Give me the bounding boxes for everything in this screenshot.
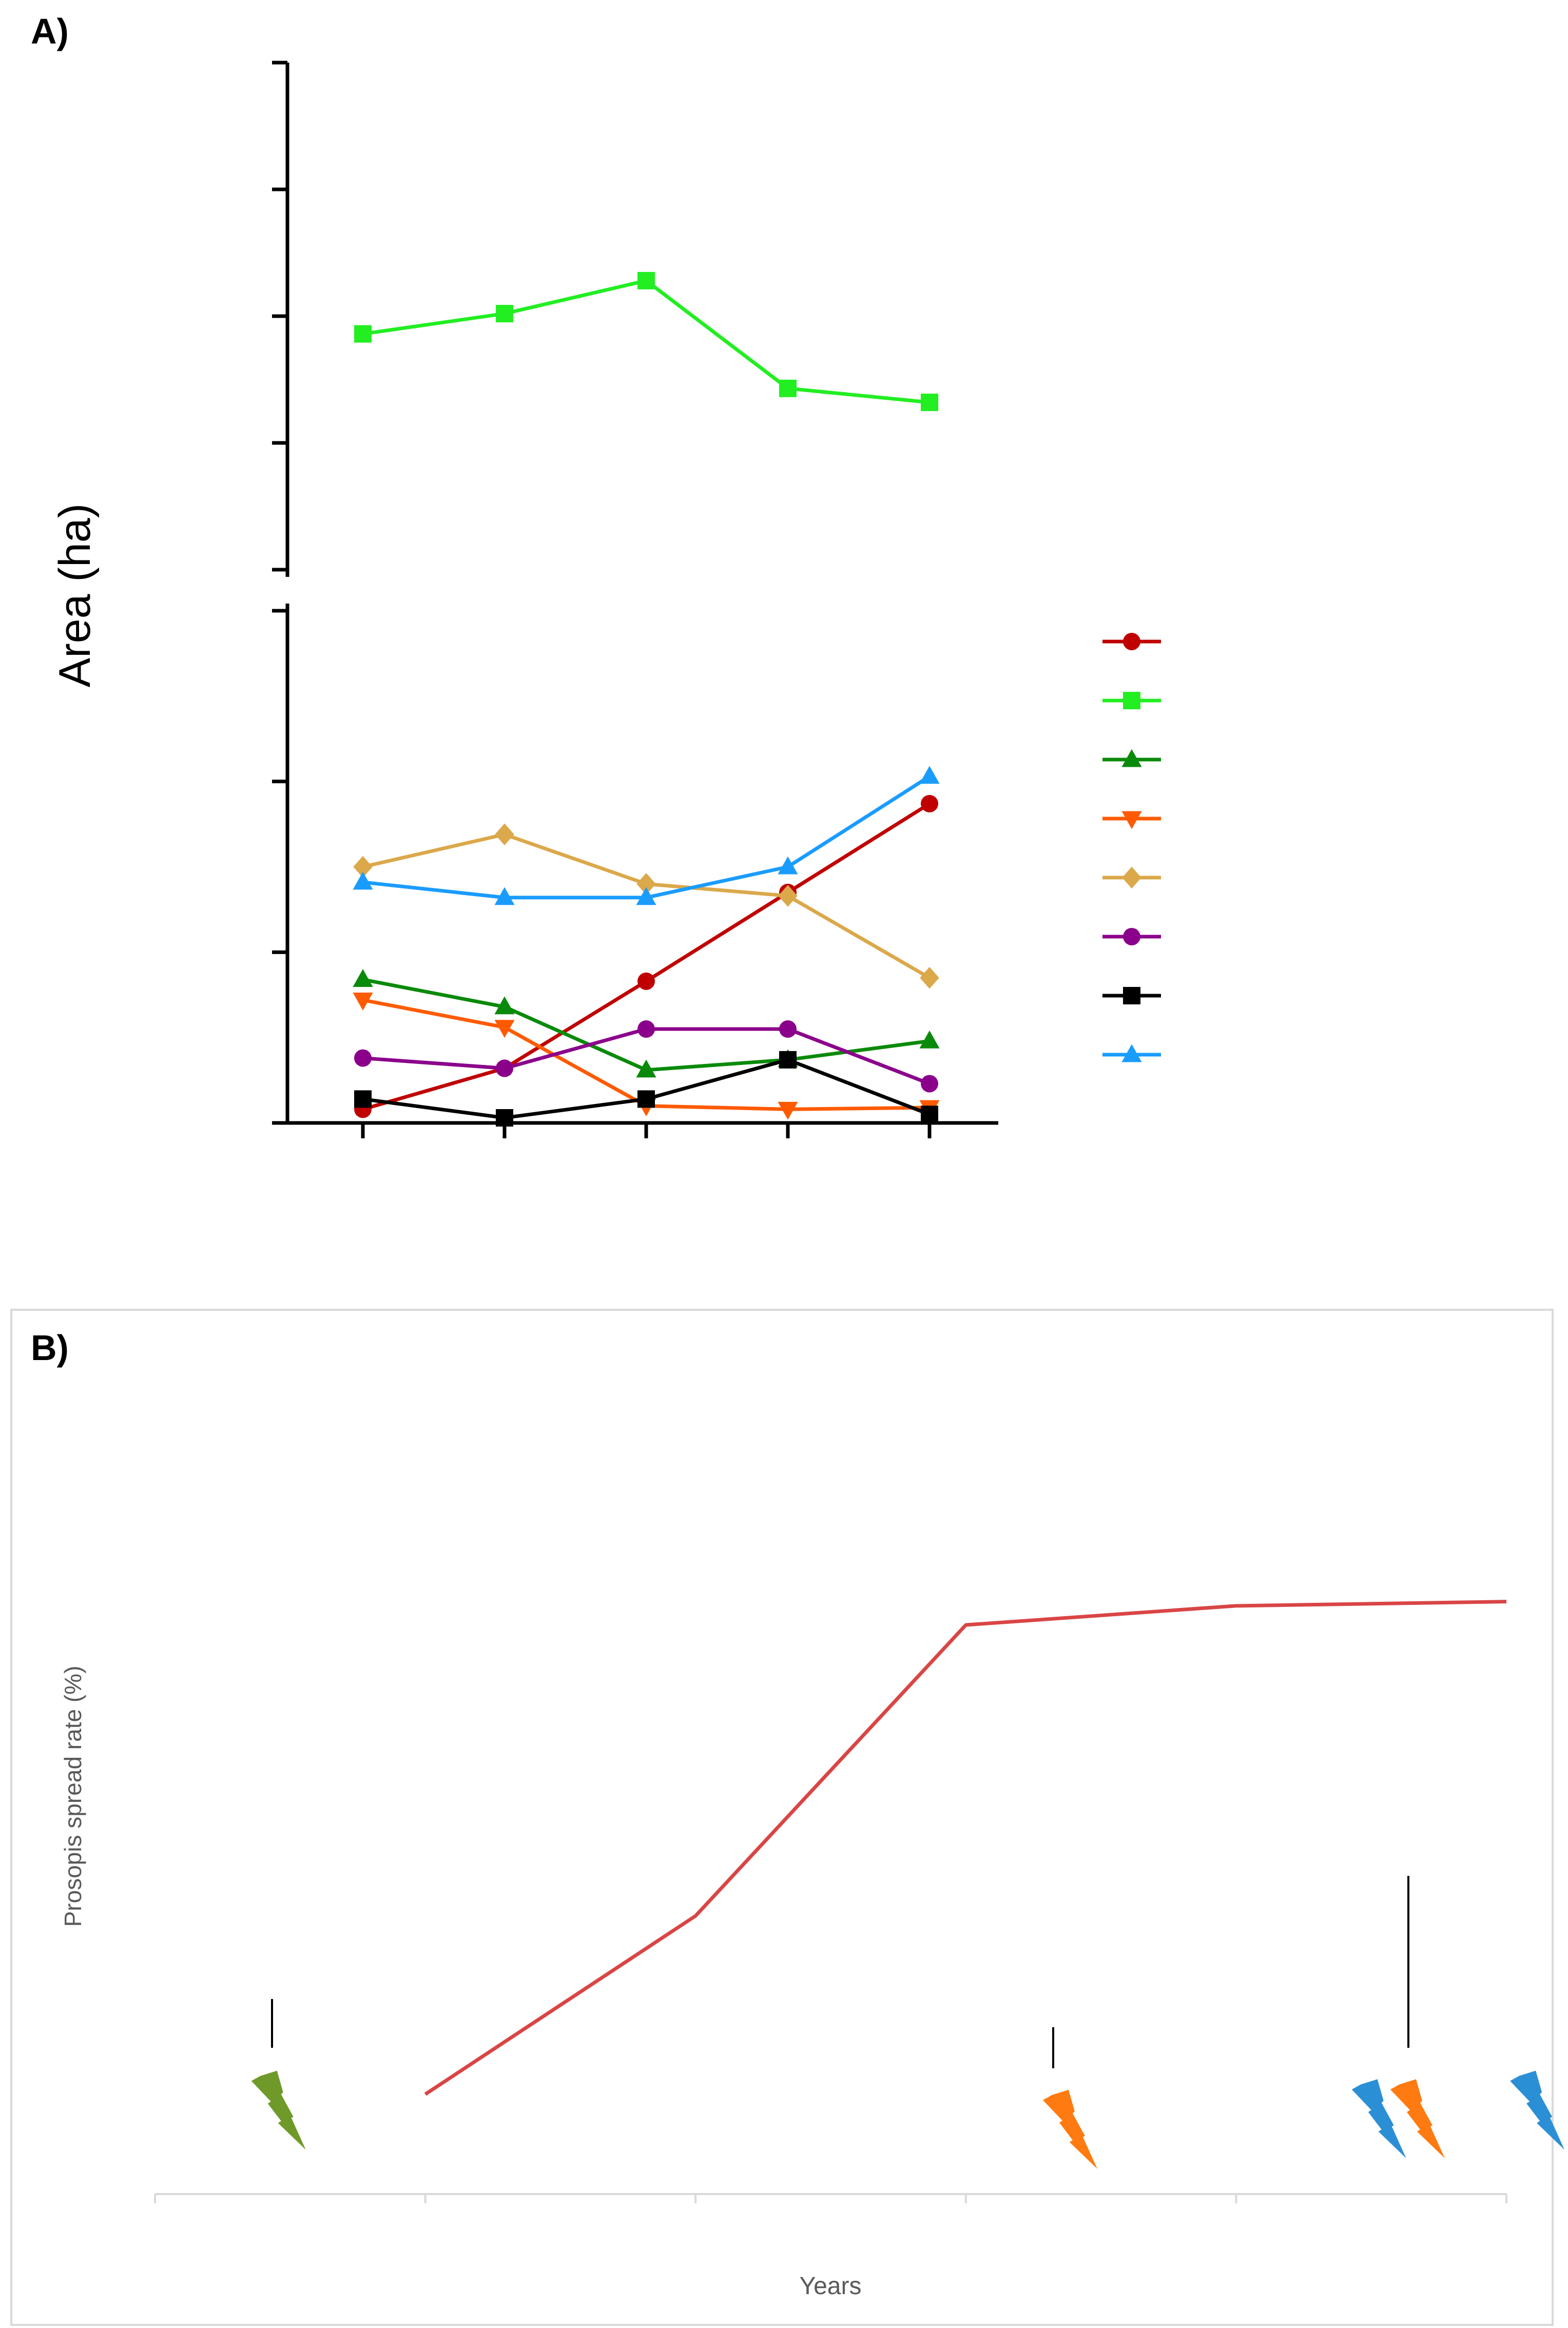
data-point-irrigated-cropland xyxy=(779,1051,797,1069)
data-point-bareland xyxy=(778,885,798,907)
series-bareland xyxy=(353,823,939,989)
legend-entry-grassland xyxy=(1102,811,1161,829)
data-point-mixed-vegetation xyxy=(496,305,513,323)
data-point-grassland xyxy=(353,993,373,1011)
panel-b-annotations xyxy=(251,1876,1565,2169)
legend-marker xyxy=(1121,811,1142,829)
data-point-mixed-vegetation xyxy=(779,379,797,397)
panel-a-y-axis-label: Area (ha) xyxy=(50,503,100,688)
series-rainfed-cropland xyxy=(354,1020,938,1093)
legend-marker xyxy=(1122,866,1141,889)
lightning-bolt-icon xyxy=(1042,2089,1097,2169)
data-point-vachellia-tortilis xyxy=(494,996,515,1015)
annotation-flood-2018 xyxy=(1510,2070,1565,2150)
lightning-bolt-icon xyxy=(1351,2079,1406,2159)
data-point-rainfed-cropland xyxy=(354,1049,372,1067)
annotation-flood-2013 xyxy=(1351,2079,1406,2159)
legend-marker xyxy=(1123,633,1140,650)
panel-a-series xyxy=(353,271,940,1127)
legend-marker xyxy=(1123,987,1140,1004)
legend-entry-rainfed-cropland xyxy=(1102,928,1161,945)
annotation-prosopis-introduction xyxy=(251,1999,306,2150)
panel-a-axes xyxy=(272,61,998,1138)
legend-entry-bareland xyxy=(1102,866,1161,889)
panel-b-x-axis-label: Years xyxy=(800,2273,862,2300)
legend-marker xyxy=(1121,749,1142,767)
data-point-grassland xyxy=(494,1020,515,1038)
series-mixed-vegetation xyxy=(354,271,938,411)
panel-a-legend xyxy=(1102,633,1161,1062)
panel-a-label: A) xyxy=(31,11,69,51)
panel-b-line-chart: B) Prosopis spread rate (%) Years xyxy=(10,1309,1565,2326)
legend-entry-prosopis xyxy=(1102,633,1161,650)
data-point-grassland xyxy=(778,1101,798,1120)
annotation-major-p-clearing-during-power-plant-testing xyxy=(1390,1876,1445,2159)
panel-b-frame xyxy=(10,1309,1554,2326)
panel-b-label: B) xyxy=(31,1328,69,1368)
legend-marker xyxy=(1121,1044,1142,1062)
data-point-vachellia-tortilis xyxy=(353,969,373,987)
data-point-water xyxy=(919,766,940,784)
data-point-vachellia-tortilis xyxy=(919,1030,940,1049)
legend-marker xyxy=(1123,692,1140,709)
lightning-bolt-icon xyxy=(1510,2070,1565,2150)
panel-a-line-chart: A) Area (ha) xyxy=(31,11,1161,1138)
legend-entry-irrigated-cropland xyxy=(1102,987,1161,1004)
data-point-mixed-vegetation xyxy=(921,393,938,411)
data-point-bareland xyxy=(636,873,656,895)
legend-marker xyxy=(1123,928,1140,945)
panel-b-series xyxy=(424,1600,1507,2096)
data-point-irrigated-cropland xyxy=(637,1090,655,1108)
series-line-prosopis-spread-rate xyxy=(424,1600,1507,2096)
data-point-mixed-vegetation xyxy=(637,271,655,289)
data-point-irrigated-cropland xyxy=(921,1105,938,1123)
panel-b-axes xyxy=(154,2193,1507,2203)
data-point-irrigated-cropland xyxy=(496,1109,513,1127)
data-point-mixed-vegetation xyxy=(354,325,372,343)
lightning-bolt-icon xyxy=(251,2070,306,2150)
data-point-prosopis xyxy=(921,794,938,812)
data-point-bareland xyxy=(353,856,373,878)
data-point-prosopis xyxy=(637,972,655,990)
data-point-bareland xyxy=(495,823,514,846)
data-point-rainfed-cropland xyxy=(496,1059,513,1077)
lightning-bolt-icon xyxy=(1390,2079,1445,2159)
legend-entry-mixed-vegetation xyxy=(1102,692,1161,709)
series-water xyxy=(353,766,940,905)
data-point-rainfed-cropland xyxy=(779,1020,797,1038)
data-point-irrigated-cropland xyxy=(354,1090,372,1108)
series-irrigated-cropland xyxy=(354,1051,938,1127)
data-point-water xyxy=(778,856,798,875)
data-point-bareland xyxy=(920,966,939,989)
data-point-vachellia-tortilis xyxy=(636,1059,656,1078)
data-point-rainfed-cropland xyxy=(921,1075,938,1093)
data-point-water xyxy=(494,887,515,905)
legend-entry-water xyxy=(1102,1044,1161,1062)
panel-b-y-axis-label: Prosopis spread rate (%) xyxy=(60,1666,86,1927)
data-point-rainfed-cropland xyxy=(637,1020,655,1038)
data-point-water xyxy=(353,871,373,890)
series-line-mixed-vegetation xyxy=(362,279,930,404)
data-point-water xyxy=(636,887,656,905)
annotation-management-by-utilization xyxy=(1042,2027,1097,2169)
legend-entry-vachellia-tortilis xyxy=(1102,749,1161,767)
